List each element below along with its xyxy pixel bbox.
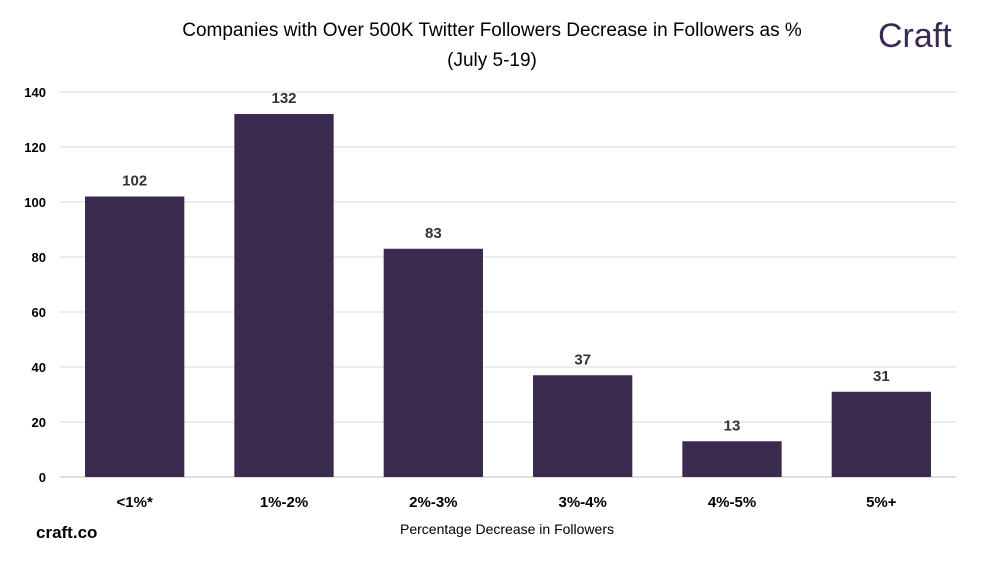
bar-value-label: 31 bbox=[873, 368, 890, 385]
y-axis-ticks: 0 20 40 60 80 100 120 140 bbox=[24, 85, 46, 485]
x-tick-label: <1%* bbox=[117, 494, 153, 511]
y-tick-label: 40 bbox=[32, 360, 46, 375]
y-tick-label: 20 bbox=[32, 415, 46, 430]
bar bbox=[383, 248, 483, 477]
bar bbox=[831, 391, 931, 477]
source-label: craft.co bbox=[36, 523, 97, 542]
bar bbox=[533, 375, 633, 477]
chart-title: Companies with Over 500K Twitter Followe… bbox=[182, 20, 802, 41]
data-labels: 102 132 83 37 13 31 bbox=[122, 90, 890, 434]
bar-value-label: 83 bbox=[425, 225, 442, 242]
x-tick-label: 2%-3% bbox=[409, 494, 457, 511]
bar bbox=[682, 441, 782, 477]
chart-subtitle: (July 5-19) bbox=[447, 50, 537, 71]
y-tick-label: 120 bbox=[24, 140, 46, 155]
craft-logo: Craft bbox=[878, 17, 952, 55]
y-tick-label: 60 bbox=[32, 305, 46, 320]
y-tick-label: 100 bbox=[24, 195, 46, 210]
x-tick-label: 3%-4% bbox=[558, 494, 606, 511]
bar-value-label: 13 bbox=[724, 417, 741, 434]
bar bbox=[234, 114, 334, 477]
x-axis-ticks: <1%* 1%-2% 2%-3% 3%-4% 4%-5% 5%+ bbox=[117, 494, 897, 511]
y-tick-label: 80 bbox=[32, 250, 46, 265]
x-tick-label: 1%-2% bbox=[260, 494, 308, 511]
gridlines bbox=[60, 91, 956, 478]
bar-value-label: 37 bbox=[574, 351, 591, 368]
bar-value-label: 132 bbox=[271, 90, 296, 107]
x-tick-label: 5%+ bbox=[866, 494, 897, 511]
x-axis-label: Percentage Decrease in Followers bbox=[400, 521, 614, 537]
y-tick-label: 0 bbox=[39, 470, 46, 485]
x-tick-label: 4%-5% bbox=[708, 494, 756, 511]
bars bbox=[85, 114, 931, 477]
bar-value-label: 102 bbox=[122, 173, 147, 190]
bar bbox=[85, 196, 185, 477]
y-tick-label: 140 bbox=[24, 85, 46, 100]
